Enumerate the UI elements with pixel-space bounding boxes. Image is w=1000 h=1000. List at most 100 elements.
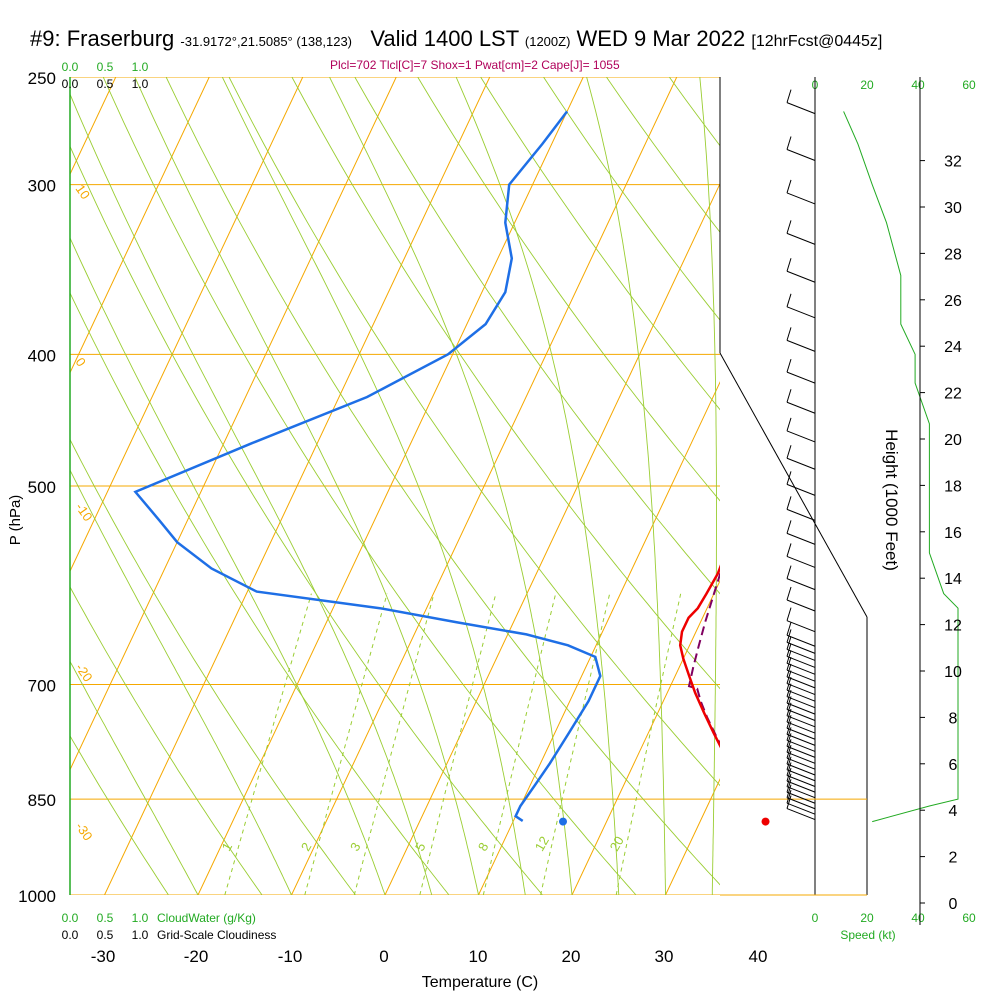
dry-adiabat-line xyxy=(291,77,720,690)
wind-barb-flag xyxy=(786,565,792,579)
wind-barb-flag xyxy=(786,790,792,804)
wind-barb xyxy=(786,751,816,764)
height-connector-line xyxy=(719,352,868,618)
moist-adiabat-line xyxy=(70,660,199,895)
isotherm-line xyxy=(70,77,210,374)
cloudiness-bottom-tick: 0.0 xyxy=(62,928,79,942)
wind-barb-flag xyxy=(786,520,792,534)
cloudwater-bottom-tick: 1.0 xyxy=(132,911,149,925)
isotherm-label: -10 xyxy=(73,500,96,524)
moist-adiabat-line xyxy=(70,236,386,895)
isotherm-label: 20 xyxy=(796,448,826,478)
wind-barb xyxy=(786,745,816,758)
wind-barb-flag xyxy=(786,258,792,272)
height-tick-label: 18 xyxy=(944,478,962,495)
dry-adiabat-line xyxy=(70,586,263,895)
temperature-tick-label: -10 xyxy=(278,947,303,966)
pressure-tick-label: 300 xyxy=(28,177,56,196)
cloudwater-top-tick: 1.0 xyxy=(132,60,149,74)
isotherm-line xyxy=(571,579,720,895)
valid-date: WED 9 Mar 2022 xyxy=(576,26,746,51)
wind-barb-flag xyxy=(786,677,792,691)
mixing-ratio-line xyxy=(419,593,497,895)
wind-barb xyxy=(786,739,816,752)
dry-adiabat-line xyxy=(228,77,720,787)
isotherm-label: 10 xyxy=(760,364,790,394)
speed-bottom-tick: 40 xyxy=(911,911,925,925)
cloudwater-title: CloudWater (g/Kg) xyxy=(157,911,256,925)
wind-barb-flag xyxy=(786,607,792,621)
wind-barb xyxy=(786,483,816,496)
height-tick-label: 20 xyxy=(944,432,962,449)
wind-barb-flag xyxy=(786,762,792,776)
wind-barb-flag xyxy=(786,327,792,341)
wind-barb-flag xyxy=(786,445,792,459)
cloudwater-top-tick: 0.0 xyxy=(62,60,79,74)
mixing-ratio-label: 3 xyxy=(347,840,364,854)
pressure-tick-label: 250 xyxy=(28,69,56,88)
height-tick-label: 16 xyxy=(944,525,962,542)
moist-adiabat-line xyxy=(221,77,526,895)
mixing-ratio-label: 8 xyxy=(475,840,492,854)
isotherm-label: -30 xyxy=(73,819,96,843)
height-tick-label: 22 xyxy=(944,386,962,403)
mixing-ratio-label: 2 xyxy=(298,840,315,854)
wind-barb xyxy=(786,620,816,633)
speed-axis-label: Speed (kt) xyxy=(840,928,895,942)
height-tick-label: 32 xyxy=(944,154,962,171)
wind-barb-flag xyxy=(786,696,792,710)
wind-barb xyxy=(786,192,816,205)
wind-barb-flag xyxy=(786,756,792,770)
temperature-tick-label: 20 xyxy=(562,947,581,966)
wind-barb xyxy=(786,721,816,734)
wind-barb xyxy=(786,715,816,728)
wind-barb xyxy=(786,655,816,668)
temperature-trace xyxy=(678,564,720,749)
wind-barb xyxy=(786,780,816,793)
pressure-tick-label: 850 xyxy=(28,791,56,810)
speed-bottom-tick: 0 xyxy=(812,911,819,925)
isotherm-label: 0 xyxy=(719,257,741,279)
wind-barb xyxy=(786,733,816,746)
wind-barb-flag xyxy=(786,784,792,798)
wind-barb-flag xyxy=(786,683,792,697)
mixing-ratio-label: 1 xyxy=(219,840,236,854)
height-tick-label: 14 xyxy=(944,571,962,588)
wind-barb xyxy=(786,709,816,721)
mixing-ratio-line xyxy=(615,593,682,895)
wind-barb xyxy=(786,757,816,770)
wind-barb-flag xyxy=(786,417,792,432)
wind-barb xyxy=(786,339,816,352)
wind-barb-flag xyxy=(786,543,792,557)
cloudwater-bottom-tick: 0.5 xyxy=(97,911,114,925)
isotherm-line xyxy=(853,77,1000,895)
temperature-tick-label: 40 xyxy=(749,947,768,966)
moist-adiabat-line xyxy=(329,77,573,895)
temperature-tick-label: -30 xyxy=(91,947,116,966)
temperature-tick-label: 10 xyxy=(469,947,488,966)
wind-barb xyxy=(786,802,816,815)
wind-barb xyxy=(786,696,816,709)
moist-adiabat-line xyxy=(455,77,620,895)
cloudiness-bottom-tick: 1.0 xyxy=(132,928,149,942)
dry-adiabat-line xyxy=(70,438,356,895)
wind-barb xyxy=(786,102,816,115)
cloudiness-title: Grid-Scale Cloudiness xyxy=(157,928,276,942)
wind-barb-flag xyxy=(786,389,792,403)
dry-adiabat-line xyxy=(984,77,1000,895)
mixing-ratio-label: 20 xyxy=(607,834,627,854)
wind-barb-flag xyxy=(786,293,792,307)
pressure-tick-label: 700 xyxy=(28,677,56,696)
dry-adiabat-line xyxy=(102,77,637,895)
mixing-ratio-line xyxy=(540,593,611,895)
wind-barb xyxy=(786,555,816,568)
wind-barb-flag xyxy=(786,586,792,601)
wind-barb xyxy=(786,508,816,521)
wind-barb xyxy=(786,769,816,782)
wind-barb-flag xyxy=(786,496,792,510)
moist-adiabat-line xyxy=(70,93,433,895)
pressure-tick-label: 400 xyxy=(28,346,56,365)
dry-adiabat-line xyxy=(480,77,720,411)
height-axis-title: Height (1000 Feet) xyxy=(882,429,901,571)
